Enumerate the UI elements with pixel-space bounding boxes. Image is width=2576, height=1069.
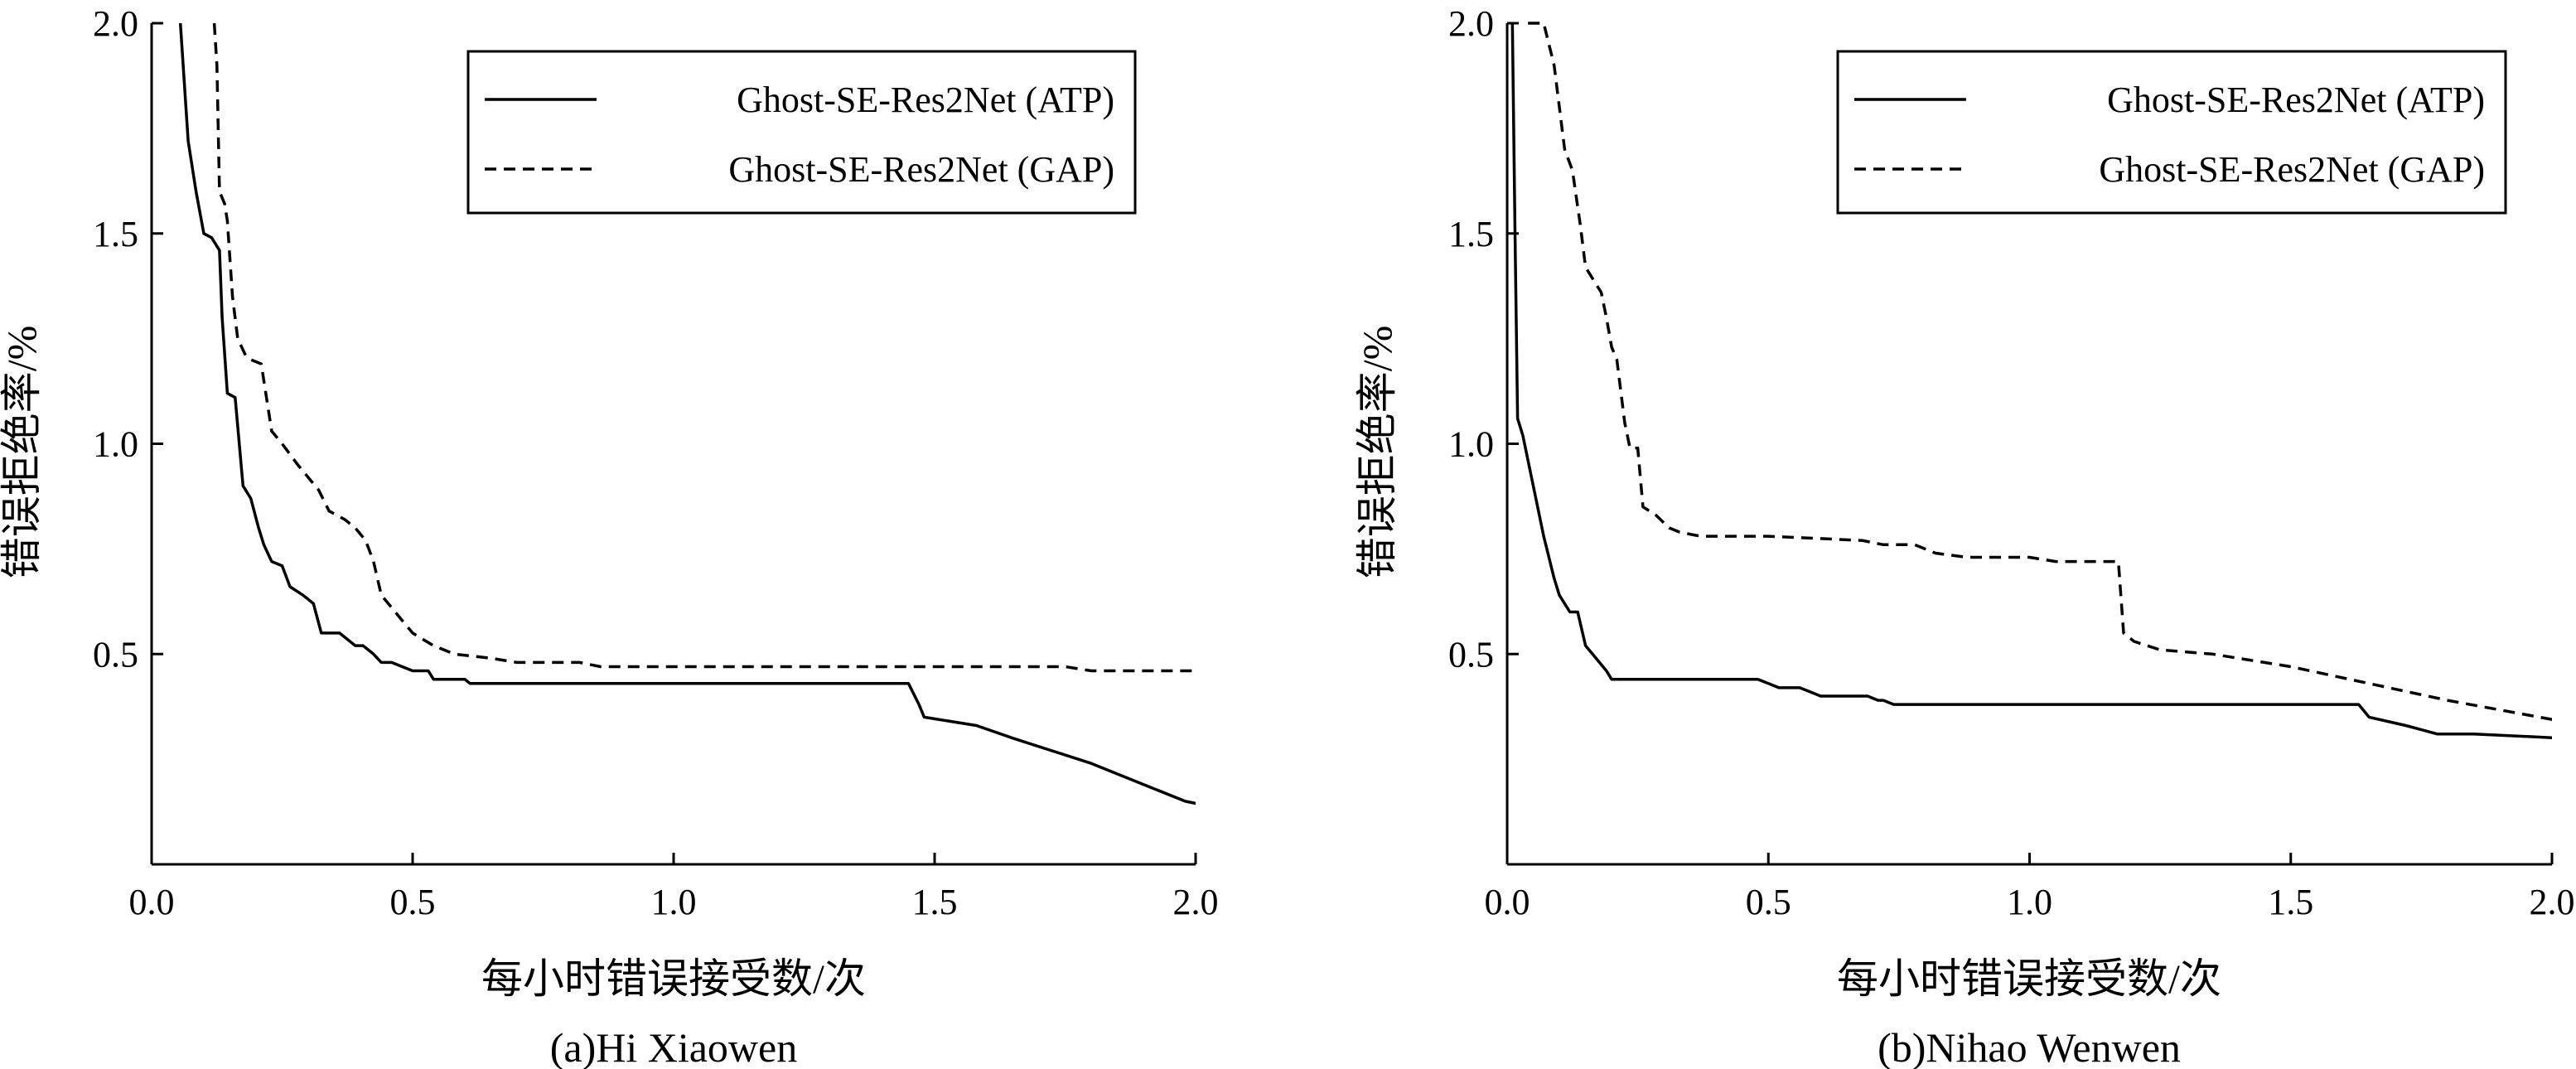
x-tick-label: 1.5 — [2268, 882, 2313, 922]
y-axis-label: 错误拒绝率/% — [1354, 326, 1400, 579]
legend-label: Ghost-SE-Res2Net (GAP) — [728, 149, 1114, 190]
legend: Ghost-SE-Res2Net (ATP) Ghost-SE-Res2Net (… — [466, 50, 1137, 215]
chart-panel-b: 0.0 0.5 1.0 1.5 2.0 0.5 1.0 1.5 2.0 每小时错误接受数/次 错误拒… — [1354, 3, 2575, 1069]
x-tick-label: 0.5 — [1746, 882, 1791, 922]
y-tick-label: 2.0 — [1448, 3, 1494, 44]
x-tick-label: 1.0 — [651, 882, 697, 922]
legend-box — [466, 50, 1137, 215]
y-tick-label: 1.5 — [93, 214, 138, 254]
legend-label: Ghost-SE-Res2Net (GAP) — [2099, 149, 2485, 190]
x-axis-label: 每小时错误接受数/次 — [1837, 955, 2221, 1002]
x-tick-label: 2.0 — [1173, 882, 1219, 922]
y-tick-label: 2.0 — [93, 3, 138, 44]
y-axis-label: 错误拒绝率/% — [0, 326, 45, 579]
series-line-gap — [1528, 22, 2552, 721]
x-tick-label: 0.0 — [129, 882, 175, 922]
series-line-gap — [212, 22, 1196, 673]
legend-box — [1836, 50, 2507, 215]
legend-label: Ghost-SE-Res2Net (ATP) — [737, 80, 1114, 120]
y-tick-label: 1.0 — [1448, 424, 1494, 465]
series-line-atp — [1510, 22, 2552, 739]
chart-caption: (a)Hi Xiaowen — [550, 1024, 798, 1069]
chart-caption: (b)Nihao Wenwen — [1878, 1024, 2181, 1069]
x-tick-label: 2.0 — [2530, 882, 2575, 922]
x-tick-label: 1.5 — [912, 882, 958, 922]
x-tick-label: 0.5 — [390, 882, 436, 922]
legend: Ghost-SE-Res2Net (ATP) Ghost-SE-Res2Net (… — [1836, 50, 2507, 215]
series-line-atp — [178, 22, 1196, 805]
y-tick-label: 1.0 — [93, 424, 138, 465]
y-tick-label: 0.5 — [93, 634, 138, 675]
x-axis-label: 每小时错误接受数/次 — [481, 955, 866, 1002]
x-tick-label: 0.0 — [1485, 882, 1530, 922]
legend-label: Ghost-SE-Res2Net (ATP) — [2107, 80, 2485, 120]
y-tick-label: 1.5 — [1448, 214, 1494, 254]
y-tick-label: 0.5 — [1448, 634, 1494, 675]
x-tick-label: 1.0 — [2007, 882, 2052, 922]
chart-panel-a: 0.0 0.5 1.0 1.5 2.0 0.5 1.0 1.5 2.0 每小时错误接受数/次 错误拒… — [0, 3, 1219, 1069]
